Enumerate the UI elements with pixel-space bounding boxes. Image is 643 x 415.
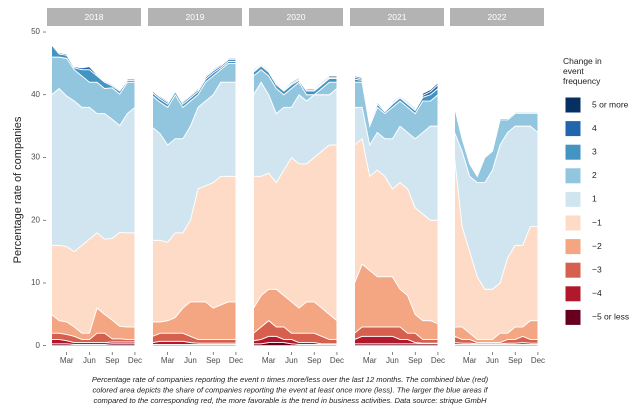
legend-swatch xyxy=(564,308,582,326)
legend-swatch xyxy=(564,96,582,114)
facet-title: 2020 xyxy=(287,12,306,22)
x-tick-label: Sep xyxy=(408,356,423,365)
x-tick-label: Dec xyxy=(531,356,545,365)
legend-swatch xyxy=(564,214,582,232)
facet-strip xyxy=(450,8,544,26)
facet-strip xyxy=(148,8,242,26)
y-tick-label: 50 xyxy=(31,27,40,36)
legend-swatch xyxy=(564,143,582,161)
legend-label: −2 xyxy=(592,241,602,251)
x-tick-label: Mar xyxy=(60,356,74,365)
caption: compared to the corresponding red, the m… xyxy=(94,396,487,405)
x-tick-label: Jun xyxy=(486,356,499,365)
area xyxy=(51,231,136,334)
x-tick-label: Sep xyxy=(508,356,523,365)
x-tick-label: Dec xyxy=(330,356,344,365)
facet-strip xyxy=(350,8,444,26)
y-tick-label: 40 xyxy=(31,90,40,99)
area xyxy=(454,104,539,176)
legend-label: 1 xyxy=(592,194,597,204)
caption: Percentage rate of companies reporting t… xyxy=(92,375,489,384)
area xyxy=(253,62,338,91)
legend-swatch xyxy=(564,190,582,208)
legend-swatch xyxy=(564,261,582,279)
legend-swatch xyxy=(564,285,582,303)
legend-title: Change in event frequency xyxy=(563,56,602,86)
x-tick-label: Mar xyxy=(262,356,276,365)
x-tick-label: Mar xyxy=(161,356,175,365)
facet-title: 2019 xyxy=(186,12,205,22)
x-tick-label: Sep xyxy=(206,356,221,365)
facet-strip xyxy=(47,8,141,26)
facet-title: 2022 xyxy=(488,12,507,22)
x-tick-label: Jun xyxy=(83,356,96,365)
y-tick-label: 10 xyxy=(31,278,40,287)
x-tick-label: Dec xyxy=(128,356,142,365)
x-tick-label: Sep xyxy=(105,356,120,365)
area xyxy=(152,57,237,103)
area xyxy=(354,75,439,125)
x-tick-label: Sep xyxy=(307,356,322,365)
x-tick-label: Dec xyxy=(229,356,243,365)
legend-swatch xyxy=(564,167,582,185)
x-tick-label: Jun xyxy=(285,356,298,365)
y-tick-label: 20 xyxy=(31,215,40,224)
caption: colored area depicts the share of compan… xyxy=(92,386,488,395)
legend-label: −3 xyxy=(592,264,602,274)
legend-label: −4 xyxy=(592,288,602,298)
x-tick-label: Mar xyxy=(363,356,377,365)
x-tick-label: Mar xyxy=(463,356,477,365)
legend-swatch xyxy=(564,120,582,138)
x-tick-label: Jun xyxy=(184,356,197,365)
area xyxy=(51,41,136,91)
legend-label: 2 xyxy=(592,170,597,180)
legend-label: 3 xyxy=(592,146,597,156)
legend-label: −1 xyxy=(592,217,602,227)
y-tick-label: 0 xyxy=(36,341,41,350)
facet-strip xyxy=(249,8,343,26)
legend-label: −5 or less xyxy=(592,312,629,322)
facet-title: 2021 xyxy=(388,12,407,22)
y-tick-label: 30 xyxy=(31,153,40,162)
legend-label: 4 xyxy=(592,123,597,133)
x-tick-label: Dec xyxy=(431,356,445,365)
y-axis-label: Percentage rate of companies xyxy=(12,116,24,263)
x-tick-label: Jun xyxy=(386,356,399,365)
legend-swatch xyxy=(564,238,582,256)
facet-title: 2018 xyxy=(85,12,104,22)
legend-label: 5 or more xyxy=(592,99,629,109)
